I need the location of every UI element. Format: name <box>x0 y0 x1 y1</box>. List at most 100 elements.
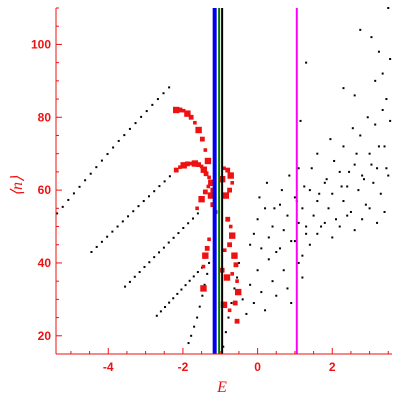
red-data-point <box>199 136 205 142</box>
black-data-point <box>124 285 127 288</box>
red-data-point <box>181 108 186 113</box>
red-data-point <box>231 252 238 259</box>
black-data-point <box>342 87 345 90</box>
black-data-point <box>61 205 64 208</box>
red-data-point <box>227 172 234 179</box>
black-data-point <box>267 258 270 261</box>
red-data-point <box>203 148 208 152</box>
black-data-point <box>188 279 191 282</box>
black-data-point <box>168 86 171 89</box>
black-data-point <box>286 214 289 217</box>
black-data-point <box>264 207 267 210</box>
black-data-point <box>372 181 375 184</box>
red-data-point <box>188 114 194 120</box>
black-data-point <box>323 181 326 184</box>
red-data-point <box>191 160 199 167</box>
red-data-point <box>203 171 209 177</box>
black-data-point <box>342 200 345 203</box>
black-data-point <box>106 235 109 238</box>
black-data-point <box>227 316 230 319</box>
black-data-point <box>140 115 143 118</box>
red-data-point <box>225 216 231 222</box>
black-data-point <box>267 236 270 239</box>
axes <box>55 8 392 355</box>
black-data-point <box>329 138 332 141</box>
black-data-point <box>56 212 59 215</box>
black-data-point <box>153 190 156 193</box>
black-data-point <box>148 261 151 264</box>
black-data-point <box>164 306 167 309</box>
black-data-point <box>385 167 388 170</box>
black-data-point <box>145 110 148 113</box>
black-data-point <box>374 123 377 126</box>
black-data-point <box>137 205 140 208</box>
black-data-point <box>163 180 166 183</box>
red-data-point <box>235 279 239 283</box>
black-data-point <box>312 214 315 217</box>
red-data-point <box>198 196 205 203</box>
reference-lines <box>212 8 298 354</box>
black-data-point <box>271 280 274 283</box>
black-data-point <box>335 218 337 221</box>
black-data-point <box>374 79 377 82</box>
black-data-point <box>132 210 135 213</box>
black-data-point <box>252 232 255 235</box>
red-data-point <box>184 110 191 117</box>
black-data-point <box>252 302 255 305</box>
black-data-point <box>370 163 373 166</box>
red-data-point <box>185 161 190 167</box>
red-data-point <box>228 224 233 229</box>
black-data-point <box>100 159 103 162</box>
black-data-point <box>349 210 352 213</box>
black-data-point <box>72 192 75 195</box>
black-data-point <box>368 207 371 210</box>
red-data-point <box>177 107 183 113</box>
black-data-point <box>301 207 304 210</box>
red-data-point <box>233 262 239 268</box>
points-layer <box>56 7 392 348</box>
black-data-point <box>95 245 98 248</box>
y-tick-label: 60 <box>38 183 52 197</box>
black-data-point <box>151 103 154 106</box>
red-data-point <box>234 318 240 324</box>
black-data-point <box>90 251 93 254</box>
black-data-point <box>237 261 240 264</box>
black-data-point <box>265 181 268 184</box>
black-data-point <box>310 167 313 170</box>
black-data-point <box>338 225 341 228</box>
black-data-point <box>233 287 236 290</box>
red-data-point <box>204 245 210 251</box>
black-data-point <box>95 166 98 169</box>
black-data-point <box>241 298 244 301</box>
black-data-point <box>192 275 195 278</box>
red-data-point <box>207 175 211 180</box>
black-data-point <box>116 225 119 228</box>
black-data-point <box>361 174 364 177</box>
black-data-point <box>293 240 296 243</box>
black-data-point <box>271 225 274 228</box>
black-data-point <box>187 222 190 225</box>
red-data-point <box>223 274 231 281</box>
black-data-point <box>100 240 103 243</box>
black-data-point <box>203 283 206 286</box>
black-data-point <box>327 207 330 210</box>
red-data-point <box>180 162 187 169</box>
black-data-point <box>190 334 193 337</box>
black-data-point <box>282 229 285 232</box>
black-data-point <box>331 192 334 195</box>
y-tick-label: 40 <box>38 256 52 270</box>
black-data-point <box>305 232 308 235</box>
black-data-point <box>323 221 326 224</box>
y-tick-label: 80 <box>38 110 52 124</box>
black-data-point <box>305 61 308 64</box>
black-data-point <box>249 283 252 286</box>
black-data-point <box>301 276 304 279</box>
red-data-point <box>230 272 235 276</box>
black-data-point <box>381 108 384 111</box>
black-data-point <box>180 288 183 291</box>
red-data-point <box>227 308 232 313</box>
black-data-point <box>230 302 233 305</box>
black-data-point <box>167 241 170 244</box>
black-data-point <box>348 170 351 173</box>
